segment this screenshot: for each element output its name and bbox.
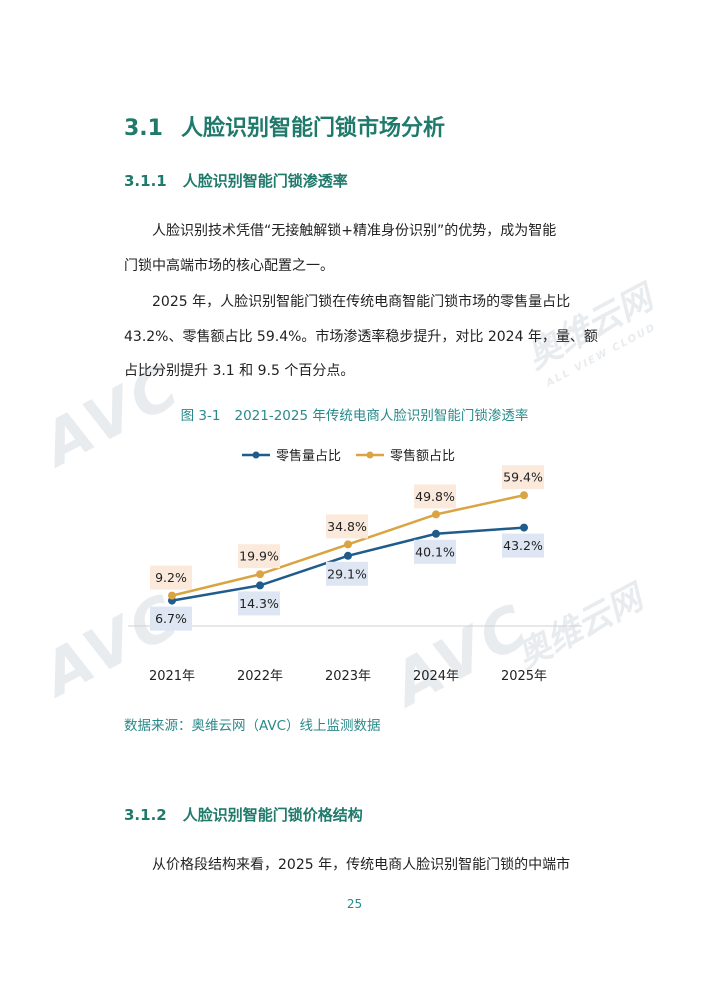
paragraph-2-line-2: 43.2%、零售额占比 59.4%。市场渗透率稳步提升，对比 2024 年，量、… [124, 328, 598, 345]
data-source-note: 数据来源：奥维云网（AVC）线上监测数据 [124, 718, 381, 734]
subsection-heading-2: 3.1.2 人脸识别智能门锁价格结构 [124, 804, 363, 825]
data-label-1-1: 19.9% [239, 549, 279, 564]
data-label-bg-0-0 [150, 606, 192, 631]
data-label-bg-0-1 [238, 591, 280, 616]
paragraph-2-line-1: 2025 年，人脸识别智能门锁在传统电商智能门锁市场的零售量占比 [152, 294, 571, 310]
data-point-1-4 [520, 491, 528, 500]
data-point-1-0 [168, 591, 176, 600]
figure-number: 图 3-1 [180, 408, 221, 424]
page-number: 25 [346, 897, 363, 911]
data-point-0-2 [344, 551, 352, 560]
data-point-1-3 [432, 510, 440, 519]
legend-label-0: 零售量占比 [276, 448, 341, 464]
data-point-0-3 [432, 529, 440, 538]
paragraph-2: 2025 年，人脸识别智能门锁在传统电商智能门锁市场的零售量占比 43.2%、零… [124, 285, 598, 389]
data-labels-layer: 6.7% 14.3% 29.1% 40.1% 43.2% 9.2% 19.9% 34.8% 49… [150, 465, 544, 631]
data-label-1-4: 59.4% [503, 470, 543, 485]
chart-legend: 零售量占比 零售额占比 [242, 448, 455, 464]
x-tick-label-2: 2023年 [325, 669, 371, 684]
data-point-0-1 [256, 581, 264, 590]
x-tick-label-0: 2021年 [149, 669, 195, 684]
figure-title: 2021-2025 年传统电商人脸识别智能门锁渗透率 [234, 408, 529, 424]
paragraph-3-line-1: 从价格段结构来看，2025 年，传统电商人脸识别智能门锁的中端市 [152, 857, 571, 873]
x-tick-label-4: 2025年 [501, 669, 547, 684]
data-point-1-2 [344, 540, 352, 549]
x-axis-ticks: 2021年 2022年 2023年 2024年 2025年 [149, 669, 547, 684]
data-label-bg-1-2 [326, 514, 368, 539]
data-label-1-3: 49.8% [415, 489, 455, 504]
subsection-heading-1: 3.1.1 人脸识别智能门锁渗透率 [124, 170, 348, 191]
x-tick-label-1: 2022年 [237, 669, 283, 684]
data-point-0-4 [520, 523, 528, 532]
data-label-1-2: 34.8% [327, 519, 367, 534]
subsection-1-title: 人脸识别智能门锁渗透率 [182, 172, 348, 190]
data-label-bg-0-3 [414, 539, 456, 564]
data-label-0-4: 43.2% [503, 538, 543, 553]
subsection-2-title: 人脸识别智能门锁价格结构 [182, 806, 363, 824]
legend-marker-0 [252, 451, 260, 459]
data-label-bg-1-0 [150, 565, 192, 590]
penetration-line-chart: 零售量占比 零售额占比 6.7% 14.3% 29.1% 40.1% 43.2% 9.2% 1… [128, 448, 582, 684]
subsection-2-number: 3.1.2 [124, 806, 167, 824]
data-label-0-2: 29.1% [327, 566, 367, 581]
series-layer [168, 491, 528, 605]
data-label-bg-0-2 [326, 561, 368, 586]
data-label-bg-1-3 [414, 484, 456, 509]
data-label-bg-1-4 [502, 465, 544, 490]
paragraph-1-line-1: 人脸识别技术凭借“无接触解锁+精准身份识别”的优势，成为智能 [152, 223, 557, 239]
section-number: 3.1 [124, 116, 163, 141]
subsection-1-number: 3.1.1 [124, 172, 167, 190]
section-heading: 3.1 人脸识别智能门锁市场分析 [124, 110, 445, 142]
paragraph-1-line-2: 门锁中高端市场的核心配置之一。 [124, 257, 334, 274]
legend-label-1: 零售额占比 [390, 448, 455, 464]
legend-marker-1 [366, 451, 374, 459]
data-point-1-1 [256, 570, 264, 579]
data-label-bg-0-4 [502, 533, 544, 558]
data-label-1-0: 9.2% [155, 570, 187, 585]
paragraph-3: 从价格段结构来看，2025 年，传统电商人脸识别智能门锁的中端市 [124, 848, 586, 883]
paragraph-1: 人脸识别技术凭借“无接触解锁+精准身份识别”的优势，成为智能 门锁中高端市场的核… [124, 214, 586, 283]
data-label-bg-1-1 [238, 544, 280, 569]
figure-caption: 图 3-1 2021-2025 年传统电商人脸识别智能门锁渗透率 [0, 404, 709, 424]
section-title: 人脸识别智能门锁市场分析 [180, 116, 445, 141]
data-label-0-3: 40.1% [415, 544, 455, 559]
paragraph-2-line-3: 占比分别提升 3.1 和 9.5 个百分点。 [124, 363, 355, 379]
data-label-0-0: 6.7% [155, 611, 187, 626]
x-tick-label-3: 2024年 [413, 669, 459, 684]
data-label-0-1: 14.3% [239, 596, 279, 611]
